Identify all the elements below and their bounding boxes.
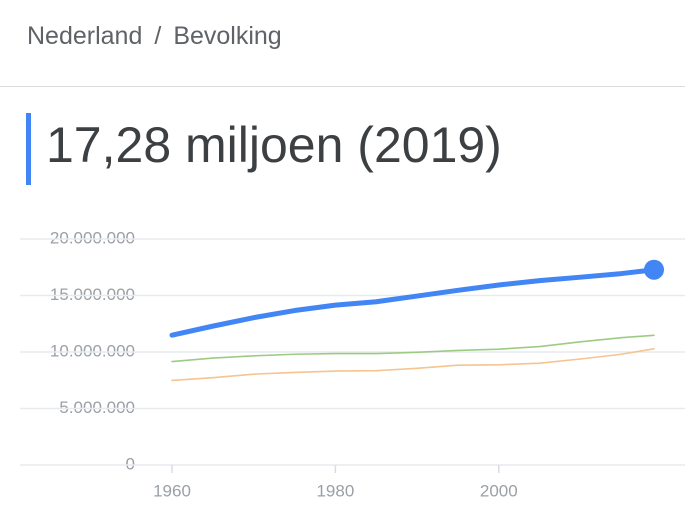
series-line [171, 334, 655, 363]
breadcrumb-item[interactable]: Nederland [27, 22, 143, 50]
divider [0, 86, 685, 87]
headline: 17,28 miljoen (2019) [46, 117, 502, 173]
x-tick-label: 2000 [480, 481, 518, 500]
breadcrumb: Nederland / Bevolking [27, 22, 282, 51]
accent-bar [26, 113, 31, 185]
series-line [169, 267, 657, 338]
end-point [644, 259, 664, 280]
y-tick-label: 0 [126, 454, 135, 473]
series-line [171, 348, 655, 382]
y-tick-label: 15.000.000 [50, 285, 135, 304]
y-tick-label: 10.000.000 [50, 341, 135, 360]
x-tick-label: 1980 [316, 481, 354, 500]
breadcrumb-separator: / [154, 22, 162, 50]
breadcrumb-item[interactable]: Bevolking [173, 22, 282, 50]
x-tick-label: 1960 [153, 481, 191, 500]
y-tick-label: 5.000.000 [59, 398, 135, 417]
y-tick-label: 20.000.000 [50, 228, 135, 247]
